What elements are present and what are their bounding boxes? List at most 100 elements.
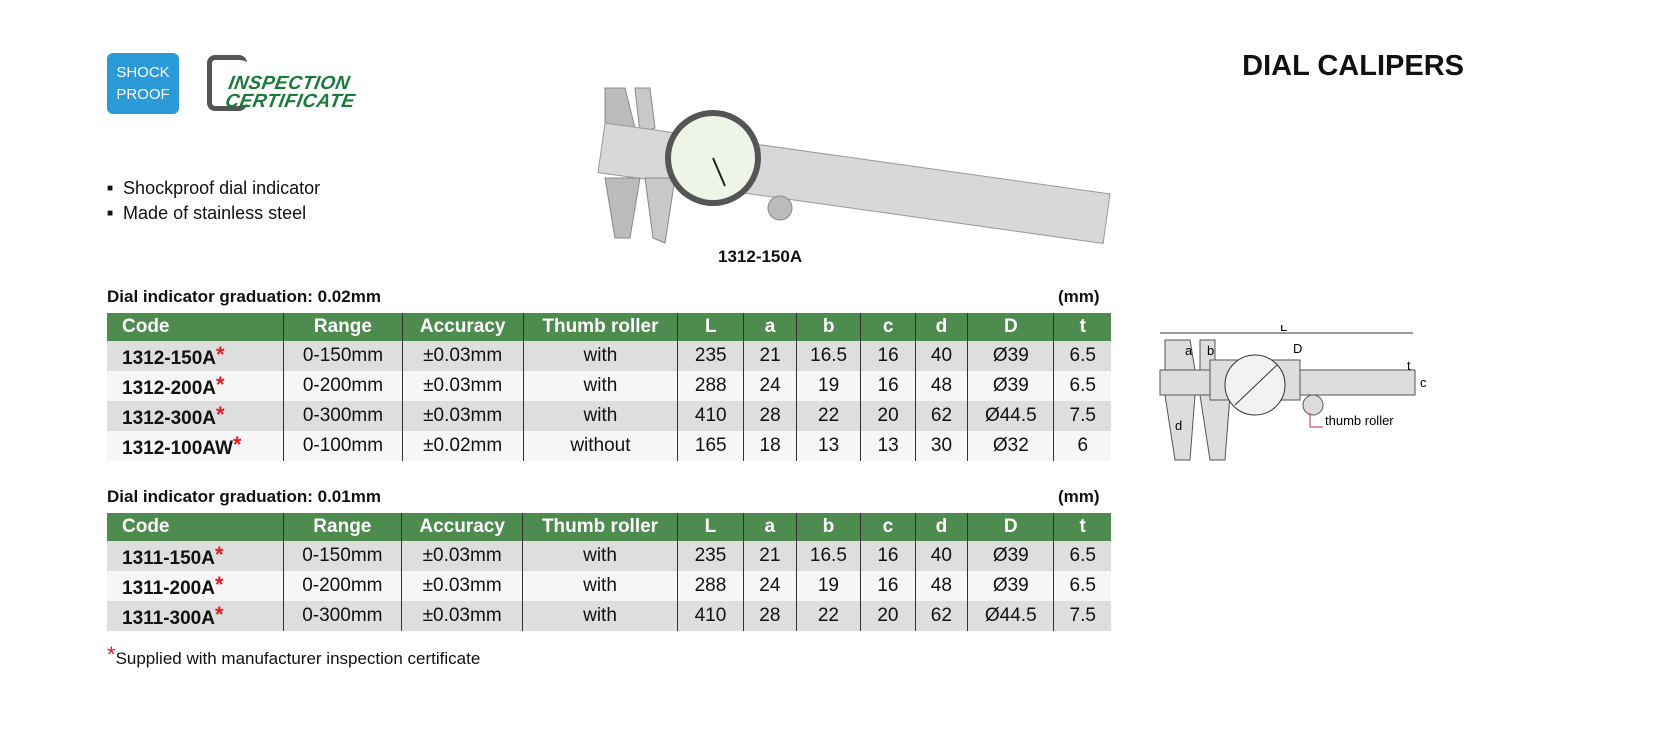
table-cell: Ø32 — [967, 431, 1054, 461]
table-cell: 40 — [914, 341, 968, 371]
table-cell: 1311-150A* — [107, 541, 284, 571]
thumb-roller-label: thumb roller — [1325, 413, 1394, 428]
table-cell: ±0.03mm — [400, 571, 523, 601]
table-cell: ±0.02mm — [401, 431, 524, 461]
table-row: 1311-200A* 0-200mm ±0.03mm with 288 24 19 16 48 Ø… — [107, 571, 1111, 601]
table-cell: without — [522, 431, 678, 461]
table-cell: Ø39 — [967, 371, 1054, 401]
table-cell: 0-300mm — [282, 601, 402, 631]
column-header: d — [914, 313, 968, 341]
table-cell: 1311-300A* — [107, 601, 284, 631]
table-cell: 16.5 — [795, 541, 861, 571]
table-cell: 0-200mm — [283, 371, 403, 401]
certificate-star: * — [216, 402, 225, 427]
table-cell: with — [522, 401, 678, 431]
table-cell: 62 — [914, 401, 968, 431]
table-cell: 13 — [795, 431, 861, 461]
certificate-star: * — [214, 542, 224, 567]
table-cell: ±0.03mm — [401, 371, 524, 401]
column-header: a — [743, 513, 797, 541]
column-header: L — [676, 513, 744, 541]
column-header: Range — [282, 513, 402, 541]
table-cell: ±0.03mm — [401, 341, 524, 371]
table-cell: 24 — [743, 371, 797, 401]
graduation-label: Dial indicator graduation: 0.02mm — [107, 287, 381, 306]
table-row: 1312-100AW* 0-100mm ±0.02mm without 165 18 13 1… — [107, 431, 1111, 461]
table-cell: 165 — [677, 431, 744, 461]
table-cell: 16 — [860, 341, 916, 371]
table-cell: 20 — [860, 601, 916, 631]
dim-label-L: L — [1280, 325, 1287, 334]
table-cell: 21 — [743, 541, 797, 571]
table-row: 1312-150A* 0-150mm ±0.03mm with 235 21 16.5 16 4… — [107, 341, 1111, 371]
table-cell: ±0.03mm — [400, 541, 523, 571]
table-cell: 0-100mm — [283, 431, 403, 461]
column-header: c — [860, 313, 916, 341]
page-title: DIAL CALIPERS — [1242, 50, 1464, 82]
table-cell: 19 — [795, 371, 861, 401]
column-header: a — [743, 313, 797, 341]
table-cell: 410 — [676, 601, 744, 631]
table-cell: 22 — [795, 601, 861, 631]
dim-label-d: d — [1175, 418, 1182, 433]
table-cell: 28 — [743, 601, 797, 631]
table-cell: 6.5 — [1053, 371, 1111, 401]
table-cell: 0-150mm — [282, 541, 402, 571]
feature-list: Shockproof dial indicator Made of stainl… — [107, 176, 320, 226]
table-cell: 16 — [860, 371, 916, 401]
column-header: t — [1053, 513, 1111, 541]
column-header: D — [967, 313, 1054, 341]
certificate-star: * — [232, 432, 242, 457]
table-cell: 13 — [860, 431, 916, 461]
table-cell: 19 — [795, 571, 861, 601]
table-cell: 1312-200A* — [107, 371, 284, 401]
column-header: Code — [107, 513, 284, 541]
column-header: d — [914, 513, 968, 541]
table-cell: 6.5 — [1053, 341, 1111, 371]
table-cell: 28 — [743, 401, 797, 431]
column-header: Thumb roller — [522, 313, 678, 341]
product-caption: 1312-150A — [718, 247, 803, 266]
table-cell: with — [522, 371, 678, 401]
table-cell: Ø39 — [967, 541, 1054, 571]
table-cell: 1312-150A* — [107, 341, 284, 371]
dim-label-c: c — [1420, 375, 1427, 390]
table-cell: 16 — [860, 541, 916, 571]
table-cell: 0-150mm — [283, 341, 403, 371]
feature-item: Made of stainless steel — [107, 201, 320, 226]
column-header: b — [795, 513, 861, 541]
table-cell: 0-300mm — [283, 401, 403, 431]
table-row: 1311-300A* 0-300mm ±0.03mm with 410 28 22 20 62 Ø… — [107, 601, 1111, 631]
column-header: Code — [107, 313, 284, 341]
column-header: t — [1053, 313, 1111, 341]
table-cell: 40 — [914, 541, 968, 571]
table-cell: 6.5 — [1053, 541, 1111, 571]
column-header: Accuracy — [400, 513, 523, 541]
table-cell: with — [522, 571, 678, 601]
certificate-star: * — [214, 602, 224, 627]
column-header: Accuracy — [401, 313, 524, 341]
table-cell: 21 — [743, 341, 797, 371]
table-row: 1311-150A* 0-150mm ±0.03mm with 235 21 16.5 16 4… — [107, 541, 1111, 571]
table-cell: 7.5 — [1053, 401, 1111, 431]
table-cell: 62 — [914, 601, 968, 631]
table-cell: Ø39 — [967, 571, 1054, 601]
dim-label-D: D — [1293, 341, 1302, 356]
shockproof-badge: SHOCK PROOF — [107, 53, 179, 114]
table-cell: 30 — [914, 431, 968, 461]
table-cell: 20 — [860, 401, 916, 431]
table-cell: 1312-300A* — [107, 401, 284, 431]
table-cell: 0-200mm — [282, 571, 402, 601]
column-header: c — [860, 513, 916, 541]
column-header: Range — [283, 313, 403, 341]
table-cell: 235 — [677, 341, 744, 371]
certificate-star: * — [214, 572, 224, 597]
table-cell: ±0.03mm — [401, 401, 524, 431]
column-header: L — [677, 313, 744, 341]
table-cell: with — [522, 341, 678, 371]
table-cell: 288 — [677, 371, 744, 401]
column-header: Thumb roller — [522, 513, 678, 541]
table-cell: 22 — [795, 401, 861, 431]
dim-label-a: a — [1185, 343, 1193, 358]
